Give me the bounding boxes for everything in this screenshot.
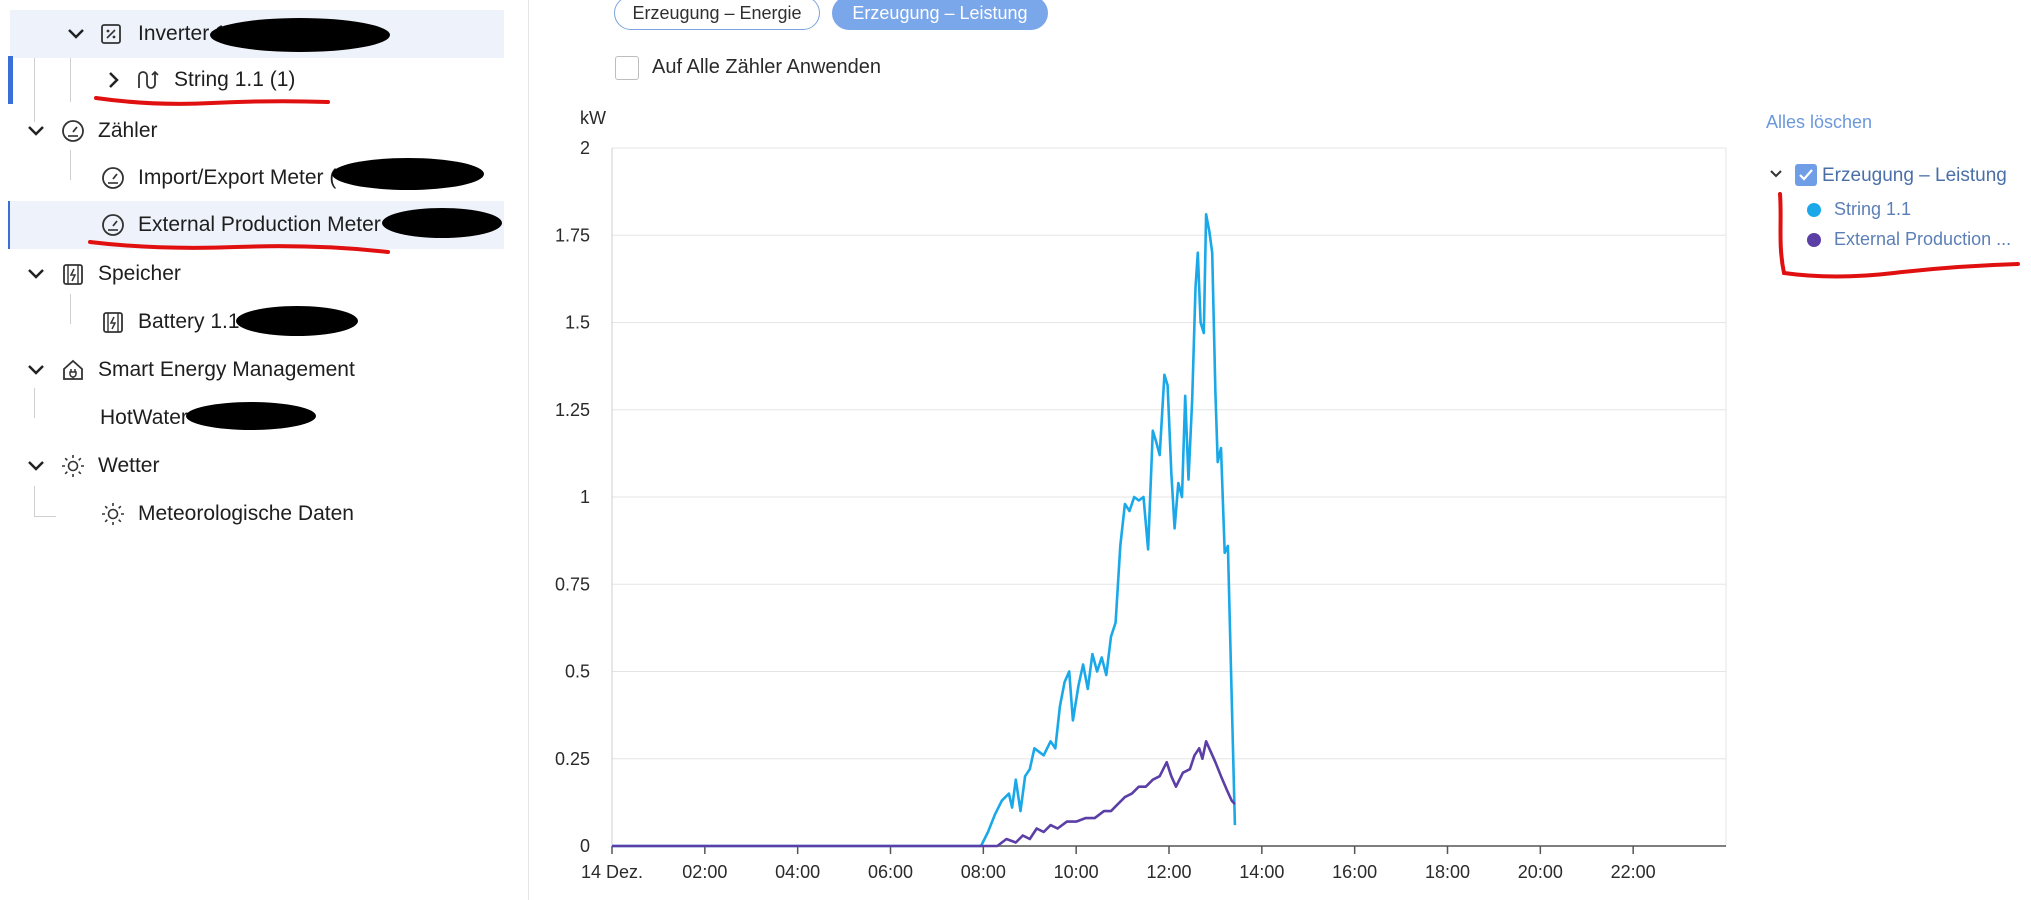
tree-item-label: External Production Meter [138, 213, 381, 236]
redaction-mark [382, 208, 502, 238]
navigation-tree: Inverter 1 String 1.1 (1) Zähler Import/… [0, 0, 529, 900]
chevron-down-icon[interactable] [26, 360, 46, 380]
legend-dot-external [1807, 233, 1821, 247]
red-annotation [1778, 192, 2020, 279]
apply-all-checkbox[interactable] [615, 56, 639, 80]
x-tick-label: 10:00 [1054, 862, 1099, 882]
y-tick-label: 0.25 [555, 749, 590, 769]
tree-guide [34, 516, 56, 517]
tree-item-label: Battery 1.1 [138, 310, 240, 333]
y-axis-unit: kW [580, 108, 606, 128]
chevron-down-icon[interactable] [26, 121, 46, 141]
x-tick-label: 06:00 [868, 862, 913, 882]
y-tick-label: 0.75 [555, 574, 590, 594]
battery-icon [60, 261, 86, 287]
chevron-down-icon[interactable] [1768, 166, 1784, 182]
x-tick-label: 08:00 [961, 862, 1006, 882]
tree-item-label: Smart Energy Management [98, 358, 355, 381]
selection-accent [8, 56, 13, 104]
tree-item-import-export-meter[interactable]: Import/Export Meter ( [10, 154, 504, 202]
tree-guide [70, 150, 71, 180]
y-tick-label: 1.25 [555, 400, 590, 420]
tree-item-label: Speicher [98, 262, 181, 285]
x-tick-label: 04:00 [775, 862, 820, 882]
y-tick-label: 0 [580, 836, 590, 856]
x-tick-label: 02:00 [682, 862, 727, 882]
chevron-down-icon[interactable] [66, 24, 86, 44]
tree-item-label: Inverter 1 [138, 22, 227, 45]
tree-item-label: HotWater [100, 406, 188, 429]
redaction-mark [332, 158, 484, 190]
tree-guide [34, 486, 35, 516]
tree-item-label: String 1.1 (1) [174, 68, 296, 91]
tree-group-meters[interactable]: Zähler [10, 107, 504, 155]
meter-icon [100, 165, 126, 191]
tab-production-energy[interactable]: Erzeugung – Energie [614, 0, 820, 30]
redaction-mark [186, 402, 316, 430]
x-tick-label: 16:00 [1332, 862, 1377, 882]
tree-item-label: Import/Export Meter ( [138, 166, 337, 189]
redaction-mark [236, 306, 358, 336]
chevron-down-icon[interactable] [26, 264, 46, 284]
tree-group-weather[interactable]: Wetter [10, 442, 504, 490]
battery-icon [100, 309, 126, 335]
series-line-string [612, 213, 1237, 848]
legend-dot-string [1807, 203, 1821, 217]
string-icon [134, 67, 160, 93]
tree-guide [70, 294, 71, 324]
y-tick-label: 1 [580, 487, 590, 507]
legend-item-external[interactable]: External Production ... [1834, 229, 2012, 249]
inverter-icon [98, 21, 124, 47]
x-tick-label: 14 Dez. [581, 862, 643, 882]
red-annotation [88, 240, 390, 254]
tree-item-meteo[interactable]: Meteorologische Daten [10, 490, 504, 538]
x-tick-label: 20:00 [1518, 862, 1563, 882]
x-tick-label: 22:00 [1611, 862, 1656, 882]
legend-group-label: Erzeugung – Leistung [1822, 165, 2007, 186]
apply-all-label: Auf Alle Zähler Anwenden [652, 56, 882, 78]
x-tick-label: 12:00 [1146, 862, 1191, 882]
chevron-right-icon[interactable] [104, 70, 124, 90]
sun-icon [60, 453, 86, 479]
y-tick-label: 1.5 [565, 313, 590, 333]
x-tick-label: 18:00 [1425, 862, 1470, 882]
series-line-external-production [612, 740, 1236, 848]
tree-item-hotwater[interactable]: HotWater [10, 394, 504, 442]
tree-item-battery[interactable]: Battery 1.1 [10, 298, 504, 346]
legend-group-checkbox[interactable] [1795, 164, 1817, 186]
redaction-mark [210, 18, 390, 52]
legend-item-string[interactable]: String 1.1 [1834, 199, 1912, 219]
y-tick-label: 0.5 [565, 662, 590, 682]
sun-icon [100, 501, 126, 527]
tree-group-smart-energy-management[interactable]: Smart Energy Management [10, 346, 504, 394]
tree-guide [34, 388, 35, 418]
x-tick-label: 14:00 [1239, 862, 1284, 882]
tree-group-storage[interactable]: Speicher [10, 250, 504, 298]
red-annotation [94, 96, 330, 106]
tree-guide [70, 58, 71, 102]
clear-all-link[interactable]: Alles löschen [1766, 112, 1873, 132]
y-tick-label: 1.75 [555, 225, 590, 245]
meter-icon [100, 212, 126, 238]
tree-guide [34, 58, 35, 122]
tree-item-label: Wetter [98, 454, 160, 477]
tree-item-string[interactable]: String 1.1 (1) [10, 56, 504, 104]
chevron-down-icon[interactable] [26, 456, 46, 476]
tree-item-label: Meteorologische Daten [138, 502, 354, 525]
tab-production-power[interactable]: Erzeugung – Leistung [832, 0, 1048, 30]
checkmark-icon [1799, 169, 1813, 181]
house-plug-icon [60, 357, 86, 383]
meter-icon [60, 118, 86, 144]
tree-item-label: Zähler [98, 119, 158, 142]
y-tick-label: 2 [580, 138, 590, 158]
